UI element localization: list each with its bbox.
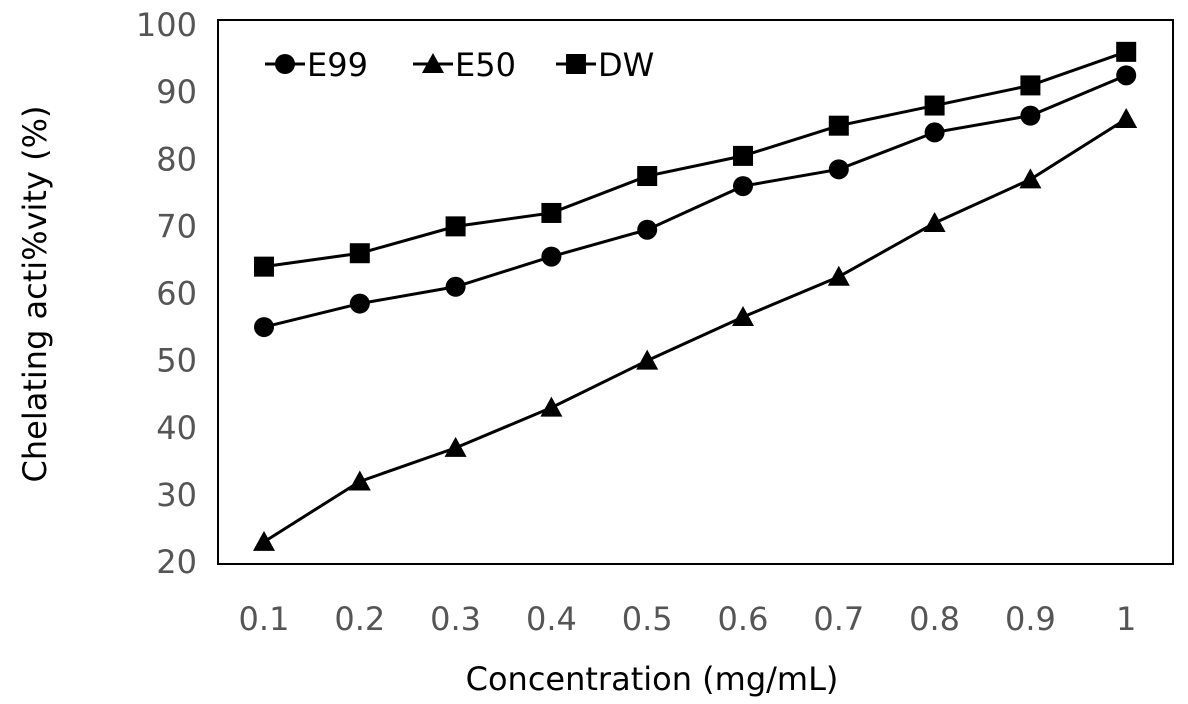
legend-item-e99: E99 [265, 46, 368, 84]
data-point-e99 [445, 276, 466, 297]
legend-marker-circle [275, 54, 295, 74]
data-point-e99 [1020, 105, 1041, 126]
series-line-e99 [263, 73, 1127, 329]
y-tick-label: 70 [156, 207, 197, 245]
legend-label: E50 [455, 46, 516, 84]
series-e50 [253, 107, 1138, 551]
y-axis-title: Chelating acti%vity (%) [16, 106, 54, 483]
x-tick-label: 1 [1116, 600, 1136, 638]
data-point-dw [445, 216, 466, 237]
x-axis-ticks: 0.1 0.2 0.3 0.4 0.5 0.6 0.7 0.8 0.9 1 [239, 600, 1137, 638]
x-axis-title: Concentration (mg/mL) [466, 660, 839, 698]
data-point-e99 [254, 317, 274, 338]
data-point-dw [828, 115, 849, 136]
x-tick-label: 0.4 [526, 600, 577, 638]
data-point-e99 [541, 246, 562, 267]
legend-marker-square [566, 54, 586, 74]
y-tick-label: 90 [156, 73, 197, 111]
x-tick-label: 0.9 [1005, 600, 1056, 638]
y-tick-label: 20 [156, 543, 197, 581]
data-point-e50 [348, 470, 371, 491]
data-point-e99 [924, 122, 945, 143]
data-point-e50 [827, 265, 850, 286]
x-tick-label: 0.6 [718, 600, 769, 638]
legend-label: E99 [307, 46, 368, 84]
y-tick-label: 80 [156, 140, 197, 178]
data-point-dw [733, 145, 753, 166]
data-point-e50 [732, 305, 754, 326]
plot-frame [217, 19, 1174, 565]
data-point-dw [541, 202, 562, 223]
data-point-dw [924, 95, 945, 116]
legend-label: DW [598, 46, 654, 84]
data-point-dw [637, 166, 658, 187]
data-point-e50 [923, 212, 946, 233]
series-layer [253, 41, 1138, 551]
data-point-e50 [1019, 168, 1042, 189]
y-axis-ticks: 20 30 40 50 60 70 80 90 100 [136, 6, 197, 581]
data-point-dw [254, 256, 274, 277]
data-point-e50 [253, 530, 275, 551]
data-point-e99 [637, 219, 658, 240]
legend-item-dw: DW [556, 46, 654, 84]
x-tick-label: 0.5 [622, 600, 673, 638]
x-tick-label: 0.2 [334, 600, 385, 638]
data-point-e99 [349, 293, 370, 314]
y-tick-label: 30 [156, 476, 197, 514]
x-tick-label: 0.1 [239, 600, 290, 638]
data-point-e50 [636, 349, 659, 370]
data-point-e50 [1115, 107, 1138, 128]
data-point-e99 [828, 159, 849, 180]
data-point-dw [1116, 41, 1137, 62]
data-point-e50 [444, 436, 467, 457]
y-tick-label: 50 [156, 342, 197, 380]
legend-item-e50: E50 [413, 46, 516, 84]
x-tick-label: 0.7 [813, 600, 864, 638]
series-e99 [254, 65, 1137, 338]
legend: E99 E50 DW [265, 46, 654, 84]
x-tick-label: 0.3 [430, 600, 481, 638]
legend-marker-triangle [422, 53, 444, 73]
y-tick-label: 100 [136, 6, 197, 44]
series-dw [254, 41, 1137, 277]
data-point-e99 [1116, 65, 1137, 86]
data-point-dw [1020, 75, 1041, 96]
y-tick-label: 40 [156, 409, 197, 447]
series-line-e50 [263, 117, 1128, 544]
y-tick-label: 60 [156, 275, 197, 313]
data-point-e50 [540, 396, 563, 417]
series-line-dw [263, 50, 1127, 269]
data-point-e99 [733, 176, 753, 197]
data-point-dw [349, 243, 370, 264]
x-tick-label: 0.8 [909, 600, 960, 638]
